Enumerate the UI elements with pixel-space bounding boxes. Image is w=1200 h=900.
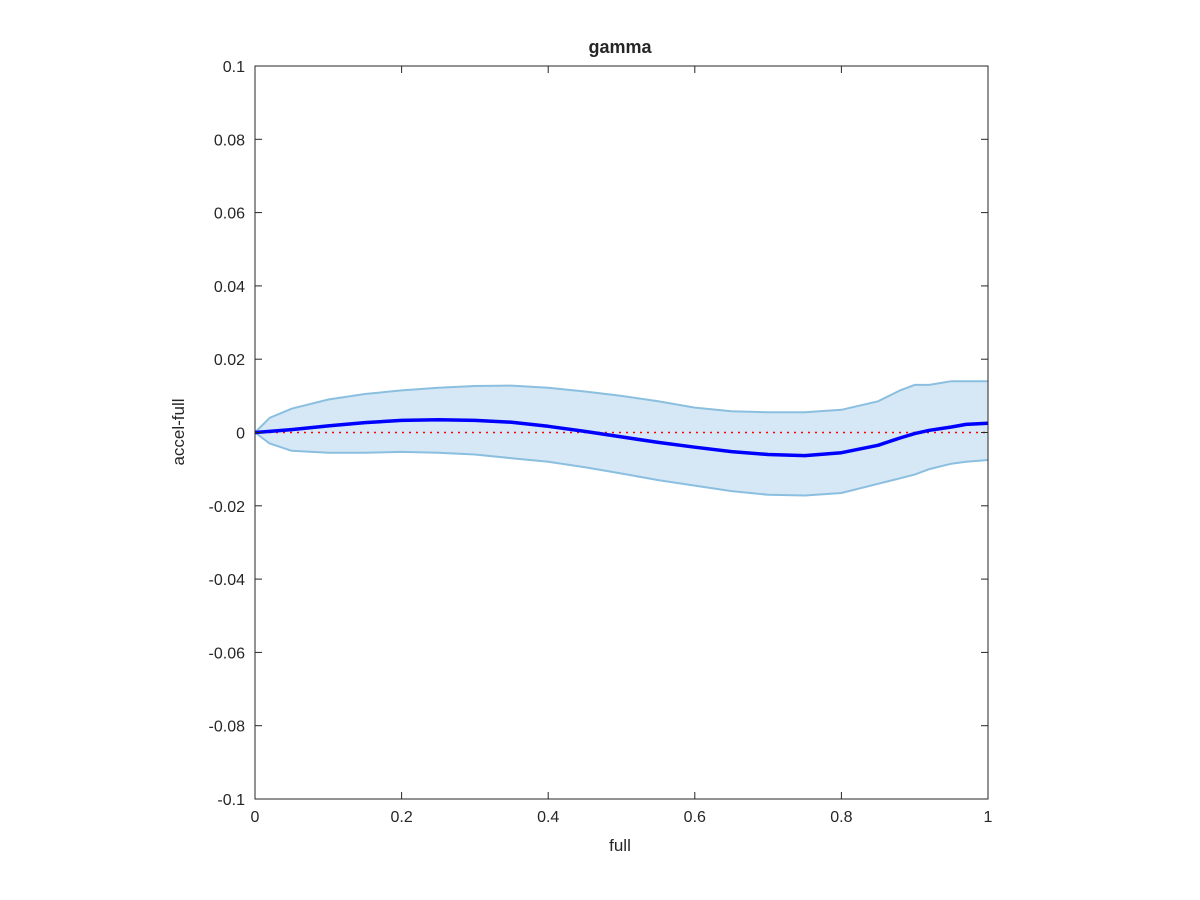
- tick-labels: 0 0.2 0.4 0.6 0.8 1 -0.1 -0.08 -0.06 -0.04 -0.02 0 0…: [209, 59, 993, 826]
- x-tick-label: 0.6: [684, 809, 706, 826]
- y-tick-label: 0.06: [214, 206, 245, 223]
- y-tick-label: 0: [236, 426, 245, 443]
- y-tick-label: 0.1: [223, 59, 245, 76]
- upper-bound-line: [254, 380, 988, 434]
- bound-lines-layer: [254, 380, 989, 497]
- y-tick-label: -0.08: [209, 719, 246, 736]
- y-tick-label: -0.04: [209, 572, 246, 589]
- x-tick-label: 0: [251, 809, 260, 826]
- y-tick-label: 0.04: [214, 279, 245, 296]
- mean-line-layer: [254, 417, 989, 458]
- y-tick-label: 0.02: [214, 352, 245, 369]
- y-tick-label: -0.02: [209, 499, 246, 516]
- x-tick-label: 0.8: [830, 809, 852, 826]
- y-axis-title: accel-full: [169, 398, 188, 465]
- chart-title: gamma: [588, 37, 652, 57]
- x-tick-label: 1: [984, 809, 993, 826]
- axes: [254, 65, 989, 800]
- x-tick-label: 0.4: [537, 809, 559, 826]
- y-tick-label: -0.06: [209, 645, 246, 662]
- lower-bound-line: [254, 431, 989, 497]
- mean-line: [254, 417, 989, 458]
- y-tick-label: 0.08: [214, 132, 245, 149]
- x-tick-label: 0.2: [390, 809, 412, 826]
- x-axis-title: full: [609, 836, 631, 855]
- y-tick-label: -0.1: [217, 792, 245, 809]
